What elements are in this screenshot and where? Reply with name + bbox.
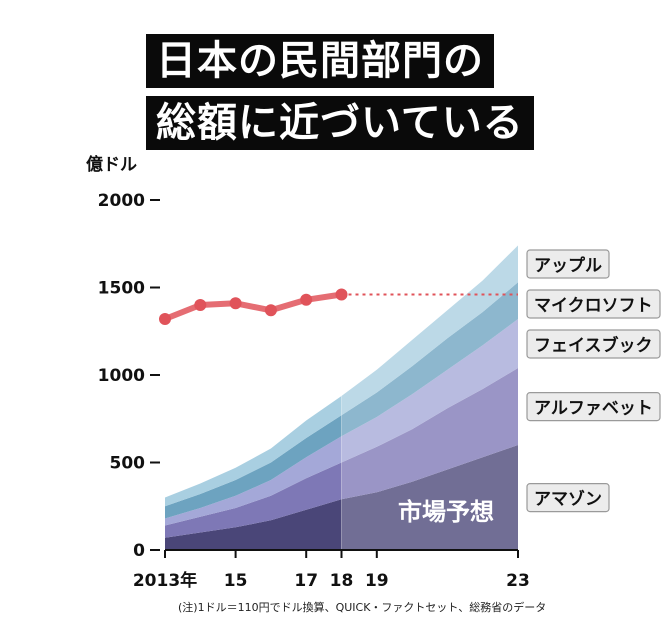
x-tick-label-0: 2013年 (133, 570, 197, 591)
legend-item-1: アマゾン (526, 483, 610, 513)
japan-total-line (159, 288, 518, 325)
axes: 0 500 1000 1500 2000 2013年 15 17 18 19 23 (98, 191, 530, 591)
y-tick-label-2: 1000 (98, 366, 145, 386)
legend-label: アマゾン (534, 490, 602, 510)
y-tick-label-3: 1500 (98, 279, 145, 299)
legend-label: フェイスブック (534, 335, 653, 356)
forecast-label: 市場予想 (398, 498, 494, 526)
source-note: (注)1ドル＝110円でドル換算、QUICK・ファクトセット、総務省のデータ (178, 600, 546, 614)
area-layers (165, 245, 518, 550)
legend-label: マイクロソフト (534, 296, 653, 316)
line-point-3 (264, 304, 277, 317)
area-series-1 (165, 445, 518, 550)
legend-box (526, 289, 661, 319)
legend-item-5: アップル (526, 249, 610, 279)
y-tick-label-1: 500 (110, 454, 146, 474)
x-tick-label-5: 23 (506, 571, 530, 591)
legend-box (526, 392, 661, 422)
x-tick-label-2: 17 (294, 571, 318, 591)
line-path (163, 291, 342, 322)
y-tick-label-0: 0 (133, 541, 145, 561)
forecast-shade (341, 245, 518, 550)
chart-title-line-2: 総額に近づいている (146, 96, 534, 150)
legend-box (526, 329, 661, 359)
x-tick-label-4: 19 (365, 571, 389, 591)
forecast-overlay (341, 245, 518, 550)
y-axis-unit-label: 億ドル (86, 154, 137, 175)
legend-label: アルファベット (534, 399, 653, 419)
line-point-5 (335, 288, 348, 301)
legend-item-3: フェイスブック (526, 329, 661, 359)
chart-title-line-1: 日本の民間部門の (146, 34, 494, 88)
line-point-1 (194, 299, 207, 311)
legend-item-4: マイクロソフト (526, 289, 661, 319)
line-point-4 (300, 293, 313, 306)
legend-label: アップル (534, 255, 602, 276)
area-series-2 (165, 368, 518, 538)
y-tick-label-4: 2000 (98, 191, 145, 211)
legend-box (526, 249, 610, 279)
legend-item-2: アルファベット (526, 392, 661, 422)
x-tick-label-3: 18 (330, 571, 354, 591)
x-tick-label-1: 15 (224, 571, 248, 591)
line-point-0 (159, 313, 171, 325)
line-point-2 (229, 297, 242, 310)
area-series-4 (165, 282, 518, 519)
legend-box (526, 483, 610, 513)
